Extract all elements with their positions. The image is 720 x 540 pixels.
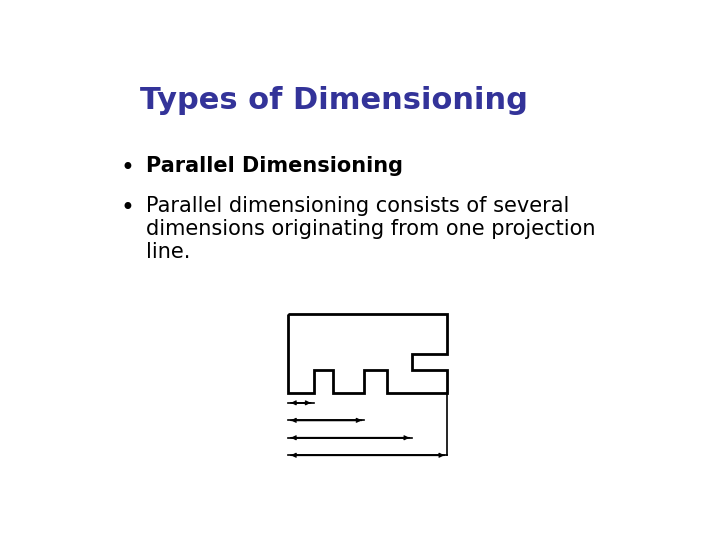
- Text: Parallel Dimensioning: Parallel Dimensioning: [145, 156, 402, 176]
- Text: •: •: [121, 196, 135, 220]
- Text: Parallel dimensioning consists of several
dimensions originating from one projec: Parallel dimensioning consists of severa…: [145, 196, 595, 262]
- Text: Types of Dimensioning: Types of Dimensioning: [140, 85, 528, 114]
- Text: •: •: [121, 156, 135, 180]
